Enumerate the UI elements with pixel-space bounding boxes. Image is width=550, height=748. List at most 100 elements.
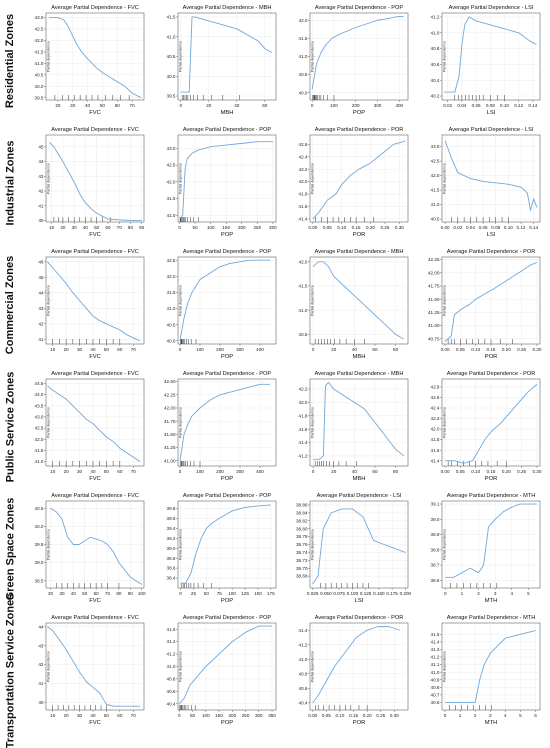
y-tick-label: 41.4 bbox=[431, 640, 440, 645]
x-tick-label: 2 bbox=[474, 713, 477, 718]
row-label-text: Green Space Zones bbox=[4, 498, 16, 601]
x-tick-label: 350 bbox=[268, 713, 276, 718]
x-tick-label: 0.10 bbox=[337, 225, 346, 230]
x-tick-label: 70 bbox=[117, 225, 123, 230]
x-tick-label: 0.00 bbox=[441, 347, 450, 352]
y-tick-label: 41.4 bbox=[299, 440, 308, 445]
y-axis-label: Partial dependence bbox=[443, 41, 447, 72]
x-tick-label: 0.00 bbox=[441, 225, 450, 230]
y-tick-label: 41.0 bbox=[35, 459, 44, 464]
chart-title: Average Partial Dependence - MBH bbox=[315, 371, 404, 377]
y-tick-label: 41.4 bbox=[299, 628, 308, 633]
y-tick-label: 41.0 bbox=[299, 657, 308, 662]
y-tick-label: 39.0 bbox=[35, 560, 44, 565]
x-tick-label: 20 bbox=[206, 103, 212, 108]
y-tick-label: 41.25 bbox=[428, 310, 440, 315]
y-tick-label: 39.5 bbox=[35, 542, 44, 547]
y-tick-label: 42.0 bbox=[299, 18, 308, 23]
x-tick-label: 100 bbox=[228, 591, 236, 596]
x-tick-label: 0.12 bbox=[517, 225, 526, 230]
x-tick-label: 300 bbox=[269, 225, 277, 230]
x-tick-label: 0 bbox=[444, 713, 447, 718]
x-tick-label: 60 bbox=[372, 469, 378, 474]
row-label-text: Residential Zones bbox=[4, 14, 16, 108]
y-tick-label: 40.5 bbox=[299, 72, 308, 77]
y-tick-label: 42.8 bbox=[431, 385, 440, 390]
x-tick-label: 100 bbox=[196, 469, 204, 474]
x-tick-label: 2 bbox=[477, 591, 480, 596]
x-tick-label: 70 bbox=[131, 469, 137, 474]
y-tick-label: 42.0 bbox=[167, 179, 176, 184]
chart-title: Average Partial Dependence - LSI bbox=[317, 493, 402, 499]
x-axis-label: POR bbox=[353, 232, 366, 238]
x-axis-label: LSI bbox=[487, 110, 496, 116]
x-tick-label: 0 bbox=[178, 713, 181, 718]
x-tick-label: 0.100 bbox=[347, 591, 359, 596]
x-tick-label: 0.02 bbox=[443, 103, 452, 108]
y-tick-label: 39.1 bbox=[431, 502, 440, 507]
y-tick-label: 46 bbox=[38, 259, 44, 264]
x-tick-label: 50 bbox=[94, 225, 100, 230]
plot-frame bbox=[46, 379, 144, 466]
y-tick-label: 40 bbox=[38, 218, 44, 223]
y-tick-label: 38.80 bbox=[296, 526, 308, 531]
x-tick-label: 300 bbox=[374, 103, 382, 108]
x-tick-label: 50 bbox=[104, 347, 110, 352]
x-tick-label: 70 bbox=[131, 713, 137, 718]
x-axis-label: MTH bbox=[485, 720, 498, 726]
x-tick-label: 0.20 bbox=[366, 225, 375, 230]
y-axis-label: Partial dependence bbox=[47, 407, 51, 438]
y-tick-label: 41.6 bbox=[167, 627, 176, 632]
chart-title: Average Partial Dependence - LSI bbox=[449, 127, 534, 133]
x-tick-label: 60 bbox=[262, 103, 268, 108]
x-axis-label: POR bbox=[353, 720, 366, 726]
y-tick-label: 38.6 bbox=[431, 578, 440, 583]
y-tick-label: 41.8 bbox=[431, 437, 440, 442]
x-tick-label: 0.05 bbox=[323, 225, 332, 230]
y-tick-label: 42.5 bbox=[35, 27, 44, 32]
x-axis-label: FVC bbox=[89, 232, 101, 238]
y-tick-label: 41.00 bbox=[164, 458, 176, 463]
x-tick-label: 0 bbox=[179, 591, 182, 596]
y-tick-label: 42.0 bbox=[167, 274, 176, 279]
x-tick-label: 0.125 bbox=[360, 591, 372, 596]
x-tick-label: 0.20 bbox=[502, 347, 511, 352]
row-label: Industrial Zones bbox=[0, 124, 20, 242]
plot-frame bbox=[178, 257, 276, 344]
y-tick-label: 41.50 bbox=[428, 297, 440, 302]
y-tick-label: 41.4 bbox=[167, 639, 176, 644]
chart-title: Average Partial Dependence - POP bbox=[183, 493, 271, 499]
y-axis-label: Partial dependence bbox=[179, 651, 183, 682]
y-tick-label: 38.68 bbox=[296, 574, 308, 579]
x-tick-label: 0.200 bbox=[400, 591, 412, 596]
y-tick-label: 44 bbox=[38, 624, 44, 629]
x-tick-label: 0.08 bbox=[491, 225, 500, 230]
x-axis-label: POR bbox=[485, 476, 498, 482]
y-tick-label: 38.82 bbox=[296, 518, 308, 523]
y-tick-label: 41.0 bbox=[431, 30, 440, 35]
chart-title: Average Partial Dependence - LSI bbox=[449, 5, 534, 11]
y-tick-label: 40 bbox=[38, 700, 44, 705]
x-tick-label: 0.02 bbox=[453, 225, 462, 230]
x-tick-label: 400 bbox=[395, 103, 403, 108]
y-tick-label: 42.5 bbox=[431, 159, 440, 164]
y-axis-label: Partial dependence bbox=[311, 285, 315, 316]
y-tick-label: 40.0 bbox=[299, 90, 308, 95]
x-tick-label: 0.12 bbox=[514, 103, 523, 108]
x-tick-label: 100 bbox=[207, 225, 215, 230]
x-tick-label: 20 bbox=[64, 347, 70, 352]
y-tick-label: 42.0 bbox=[431, 173, 440, 178]
x-tick-label: 0.30 bbox=[532, 347, 541, 352]
y-axis-label: Partial dependence bbox=[47, 285, 51, 316]
y-tick-label: 44.0 bbox=[35, 392, 44, 397]
y-tick-label: 42.5 bbox=[167, 163, 176, 168]
row-label: Public Service Zones bbox=[0, 368, 20, 486]
x-tick-label: 0 bbox=[180, 103, 183, 108]
